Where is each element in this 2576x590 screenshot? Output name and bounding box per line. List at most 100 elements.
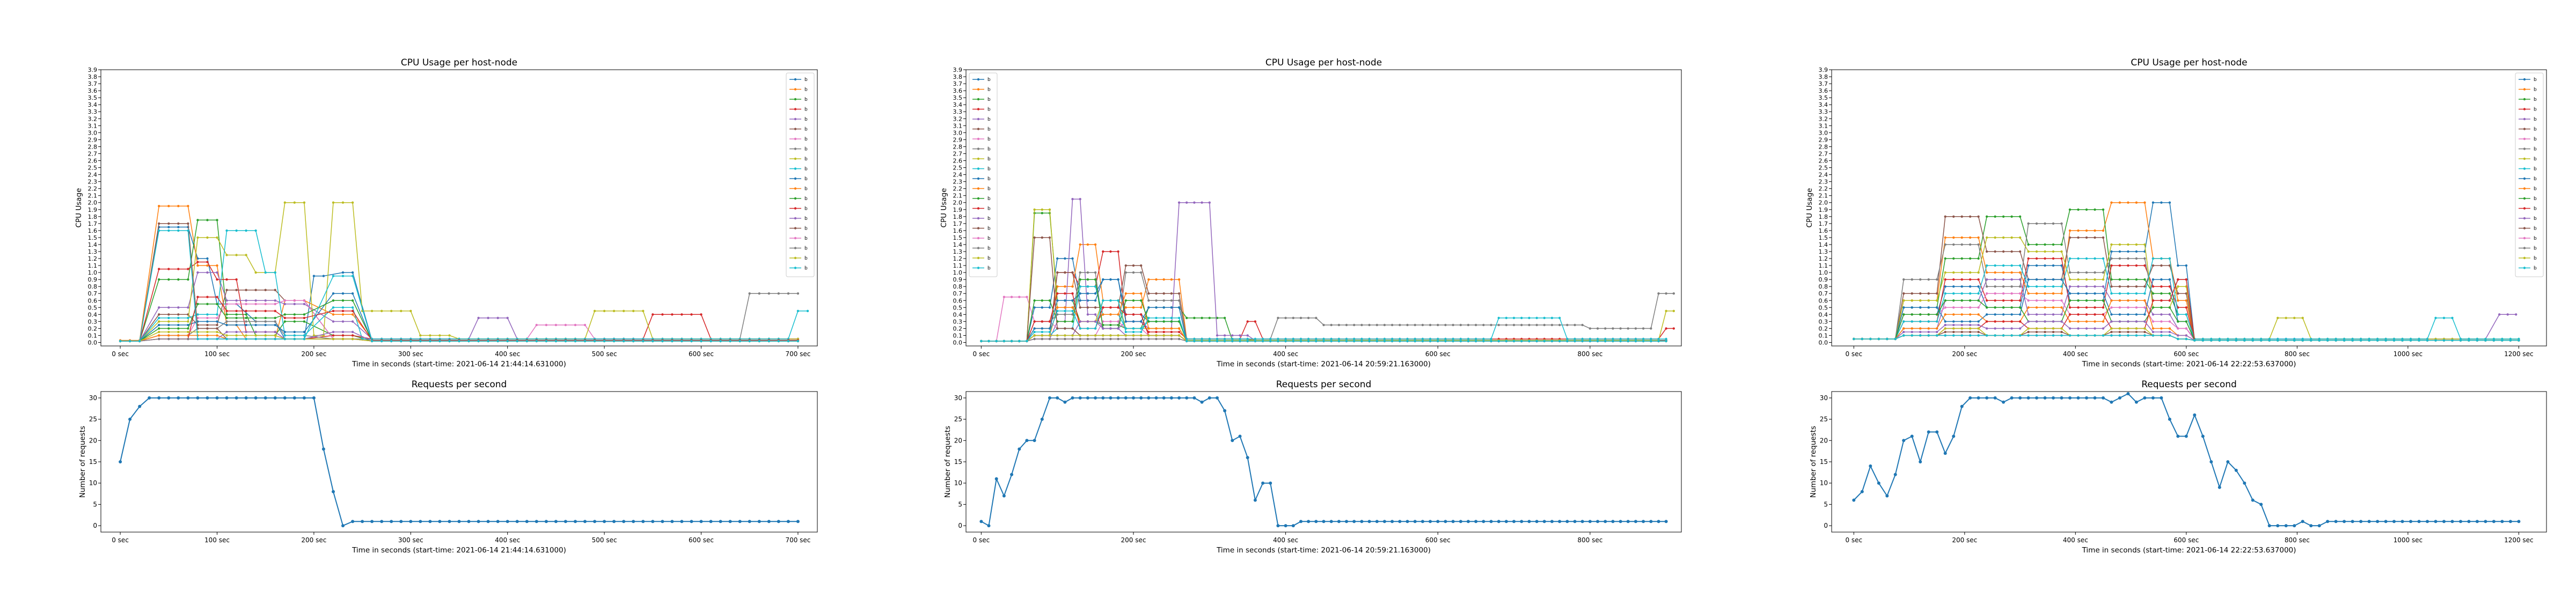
data-point [1132,306,1135,309]
data-point [700,313,702,316]
data-point [1170,334,1173,337]
data-point [2027,299,2030,302]
legend-label: b [987,117,991,122]
data-point [1952,257,1955,260]
data-point [2143,313,2146,316]
data-point [2151,201,2155,204]
data-point [506,340,509,343]
y-tick-label: 0.5 [88,304,98,311]
data-point [1627,327,1629,330]
data-point [1911,299,1913,302]
y-tick-label: 2.8 [88,143,98,150]
chart-title: CPU Usage per host-node [1265,57,1382,68]
data-point [1337,340,1341,343]
data-point [777,340,780,343]
y-tick-label: 0.5 [1819,304,1828,311]
data-point [2160,299,2163,302]
legend-marker [794,237,797,240]
data-point [1071,198,1074,201]
data-point [1952,243,1955,246]
data-point [2018,292,2022,295]
data-point [216,330,218,334]
data-point [2068,257,2072,260]
legend-label: b [987,256,991,261]
data-point [2151,320,2155,323]
data-point [1231,334,1234,337]
data-point [2110,306,2113,309]
data-point [2094,292,2096,295]
y-tick-label: 1.3 [1819,248,1828,255]
data-point [2177,264,2179,267]
data-point [1383,337,1386,341]
data-point [187,222,189,225]
data-point [652,340,654,343]
data-point [1048,299,1051,302]
y-tick-label: 0.1 [88,332,98,339]
x-tick-label: 300 sec [398,350,423,358]
data-point [235,299,238,302]
data-point [1512,323,1516,327]
data-point [2077,278,2080,281]
data-point [1634,337,1637,341]
data-point [429,340,431,343]
data-point [293,303,296,305]
data-point [332,299,335,302]
data-point [1968,257,1972,260]
data-point [1048,306,1051,309]
data-point [177,316,180,319]
data-point [1368,340,1371,343]
data-point [2143,243,2146,246]
data-point [2277,316,2279,319]
data-point [1048,334,1051,337]
data-point [2102,313,2105,316]
data-point [341,292,345,295]
data-point [1102,337,1104,341]
data-point [1543,340,1546,343]
data-point [2085,327,2088,330]
data-point [1520,340,1523,343]
data-point [2102,257,2105,260]
legend-label: b [987,127,991,132]
data-point [1086,337,1089,341]
x-tick-label: 600 sec [2174,350,2199,358]
data-point [448,334,451,337]
data-point [283,313,286,316]
data-point [1672,327,1675,330]
data-point [1566,323,1569,327]
data-point [158,316,160,319]
data-point [1201,340,1203,343]
data-point [216,337,218,341]
data-point [2060,222,2063,225]
y-tick-label: 2.7 [88,150,98,157]
data-point [1902,306,1905,309]
data-point [1155,330,1158,334]
data-point [2506,313,2509,316]
data-point [2135,278,2138,281]
data-point [1147,334,1150,337]
data-point [1566,337,1569,341]
data-point [2143,299,2146,302]
data-point [1968,292,1972,295]
data-point [1026,296,1028,298]
data-point [1071,257,1074,260]
data-point [206,264,209,267]
data-point [564,340,567,343]
data-point [2094,320,2096,323]
data-point [1140,330,1143,334]
data-point [2027,250,2030,253]
data-point [187,316,189,319]
data-point [235,289,238,291]
data-point [1650,327,1652,330]
data-point [1927,313,1930,316]
data-point [254,299,257,302]
data-point [787,292,790,295]
data-point [254,320,257,323]
data-point [274,289,276,291]
y-tick-label: 3.6 [1819,87,1828,94]
data-point [2177,327,2179,330]
data-point [1528,340,1531,343]
data-point [177,330,180,334]
y-tick-label: 3.7 [88,80,98,87]
data-point [2060,257,2063,260]
data-point [1657,292,1660,295]
